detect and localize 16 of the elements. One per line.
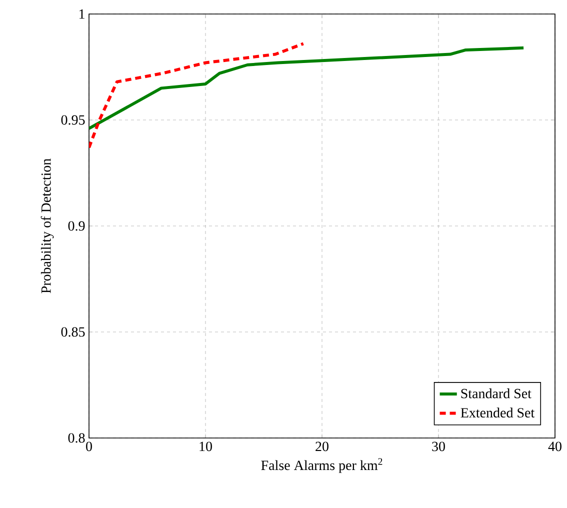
x-tick-label: 30	[432, 442, 445, 452]
y-tick-label: 0.85	[61, 327, 85, 337]
x-tick-label: 10	[200, 442, 212, 452]
legend-label: Standard Set	[461, 388, 532, 398]
y-tick-label: 0.8	[68, 433, 85, 443]
y-axis-title: Probability of Detection	[40, 158, 54, 294]
line-series	[89, 42, 305, 150]
x-tick-label: 20	[316, 442, 328, 452]
legend-label: Extended Set	[460, 408, 535, 418]
y-tick-label: 0.95	[61, 115, 85, 125]
x-axis-title: False Alarms per km$^{2}$	[261, 458, 382, 473]
x-tick-label: 40	[548, 442, 562, 452]
y-tick-label: 0.9	[68, 221, 85, 231]
x-tick-label: 0	[86, 442, 92, 452]
line-series	[89, 46, 526, 130]
y-tick-label: 1	[79, 9, 84, 19]
